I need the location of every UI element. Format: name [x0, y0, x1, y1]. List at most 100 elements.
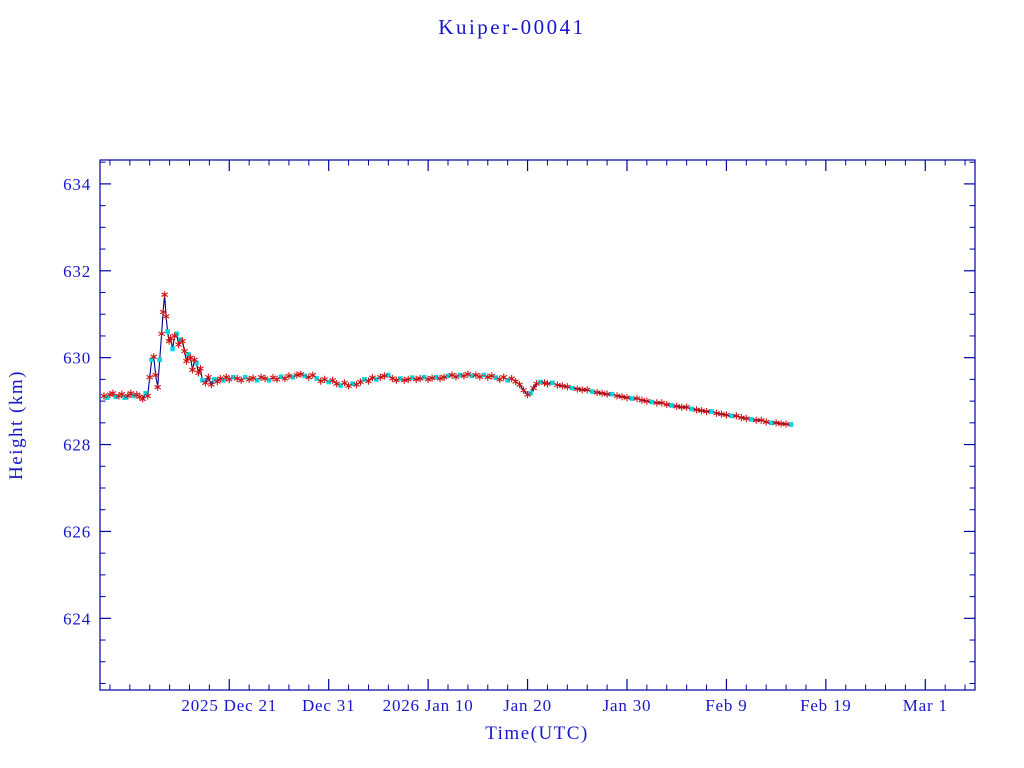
cyan-square-marker [669, 403, 675, 408]
y-tick-label: 634 [63, 175, 91, 194]
red-asterisk-marker [377, 373, 384, 381]
cyan-square-marker [149, 357, 155, 363]
cyan-square-marker [374, 377, 379, 382]
cyan-square-marker [609, 391, 615, 397]
cyan-square-marker [629, 396, 635, 401]
red-asterisk-marker [762, 418, 770, 426]
red-asterisk-marker [633, 394, 641, 403]
cyan-square-marker [113, 394, 119, 400]
cyan-square-marker [709, 409, 714, 414]
red-asterisk-marker [189, 366, 196, 374]
cyan-square-marker [278, 374, 284, 380]
red-asterisk-marker [124, 392, 132, 400]
red-asterisk-marker [643, 397, 651, 405]
cyan-square-marker [165, 329, 170, 334]
cyan-square-marker [194, 360, 199, 366]
red-asterisk-marker [512, 377, 520, 386]
cyan-square-marker [386, 372, 391, 378]
chart-title: Kuiper-00041 [438, 15, 585, 39]
red-asterisk-marker [757, 416, 765, 424]
red-asterisk-marker [563, 383, 571, 391]
red-asterisk-marker [663, 400, 671, 409]
red-asterisk-marker [424, 375, 432, 383]
cyan-square-marker [157, 357, 162, 363]
red-asterisk-marker [162, 312, 170, 320]
red-asterisk-marker [154, 383, 162, 391]
cyan-square-marker [493, 375, 499, 380]
cyan-square-marker [186, 351, 191, 357]
red-asterisk-marker [484, 373, 492, 381]
cyan-square-marker [397, 376, 403, 381]
red-asterisk-marker [683, 403, 691, 411]
red-asterisk-marker [150, 353, 158, 361]
red-asterisk-marker [202, 379, 209, 387]
red-asterisk-marker [205, 373, 212, 381]
cyan-square-marker [174, 331, 179, 337]
cyan-square-marker [481, 372, 487, 378]
red-asterisk-marker [118, 390, 126, 398]
y-tick-label: 628 [63, 436, 91, 455]
red-asterisk-marker [225, 375, 233, 383]
red-asterisk-marker [440, 373, 448, 381]
cyan-square-marker [469, 373, 475, 379]
cyan-square-marker [362, 377, 367, 382]
cyan-square-marker [212, 377, 217, 382]
cyan-square-marker [170, 346, 175, 352]
red-asterisk-marker [369, 374, 376, 382]
x-tick-label: Feb 19 [800, 696, 852, 715]
red-asterisk-marker [216, 374, 224, 383]
red-asterisk-marker [400, 376, 408, 384]
cyan-square-marker [200, 377, 205, 383]
red-asterisk-marker [207, 380, 215, 389]
axes: 624 626 628 630 632 634 2025 Dec 21 Dec 31 2026 … [63, 159, 976, 715]
cyan-square-marker [302, 373, 308, 379]
red-asterisk-marker [428, 374, 436, 382]
cyan-square-marker [350, 381, 355, 387]
cyan-square-marker [445, 373, 451, 379]
red-asterisk-marker [152, 371, 160, 379]
cyan-square-marker [143, 390, 149, 396]
cyan-square-marker [729, 413, 734, 419]
red-asterisk-marker [703, 407, 710, 416]
red-asterisk-marker [245, 375, 253, 383]
x-tick-label: Dec 31 [302, 696, 355, 715]
red-asterisk-marker [144, 392, 152, 400]
red-asterisk-marker [603, 390, 611, 398]
cyan-square-marker [266, 377, 272, 383]
red-asterisk-marker [658, 399, 666, 407]
red-asterisk-marker [341, 379, 348, 387]
red-asterisk-marker [175, 341, 182, 349]
red-asterisk-marker [249, 374, 257, 382]
cyan-square-marker [505, 377, 510, 383]
cyan-square-marker [570, 385, 575, 391]
red-asterisk-marker [520, 386, 527, 394]
red-asterisk-marker [213, 377, 221, 386]
red-asterisk-marker [488, 372, 496, 380]
cyan-square-marker [433, 374, 439, 380]
red-asterisk-marker [329, 376, 337, 384]
red-asterisk-marker [412, 375, 420, 383]
x-tick-label: 2025 Dec 21 [181, 696, 277, 715]
red-asterisk-marker [100, 392, 108, 400]
red-asterisk-marker [782, 420, 790, 428]
cyan-square-marker [242, 374, 248, 380]
cyan-square-marker [689, 406, 694, 412]
red-asterisk-marker [533, 380, 540, 388]
red-asterisk-marker [109, 389, 117, 397]
red-asterisk-marker [183, 357, 190, 365]
cyan-square-marker [788, 422, 794, 427]
red-asterisk-marker [191, 356, 198, 364]
red-asterisk-marker [516, 380, 523, 389]
red-asterisk-marker [742, 414, 750, 423]
red-asterisk-marker [357, 378, 364, 386]
red-asterisk-marker [309, 371, 317, 379]
cyan-square-marker [230, 374, 236, 380]
red-asterisk-marker [297, 370, 305, 378]
cyan-square-marker [254, 377, 260, 383]
cyan-square-marker [649, 399, 655, 405]
red-asterisk-marker [392, 376, 400, 384]
red-asterisk-marker [452, 373, 460, 381]
y-tick-label: 632 [63, 262, 91, 281]
